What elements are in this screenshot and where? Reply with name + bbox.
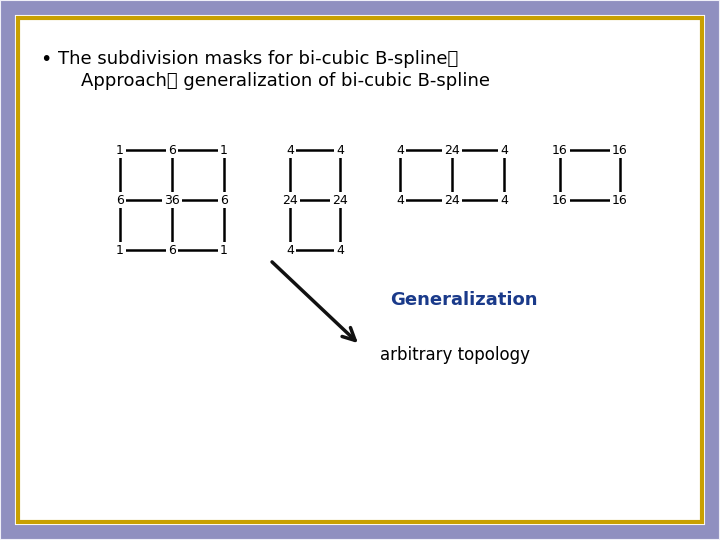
Text: 4: 4 [286, 144, 294, 157]
Text: 16: 16 [612, 193, 628, 206]
Text: 1: 1 [116, 244, 124, 256]
Text: 4: 4 [396, 193, 404, 206]
Text: 6: 6 [220, 193, 228, 206]
Text: •: • [40, 50, 51, 69]
Text: 24: 24 [282, 193, 298, 206]
Text: 4: 4 [396, 144, 404, 157]
Text: 6: 6 [116, 193, 124, 206]
Text: 36: 36 [164, 193, 180, 206]
Text: Approach： generalization of bi-cubic B-spline: Approach： generalization of bi-cubic B-s… [58, 72, 490, 90]
Text: 1: 1 [116, 144, 124, 157]
Text: 1: 1 [220, 144, 228, 157]
Text: 4: 4 [500, 193, 508, 206]
Text: 4: 4 [336, 144, 344, 157]
Text: 6: 6 [168, 144, 176, 157]
Text: The subdivision masks for bi-cubic B-spline：: The subdivision masks for bi-cubic B-spl… [58, 50, 458, 68]
Text: arbitrary topology: arbitrary topology [380, 346, 530, 364]
Text: 24: 24 [444, 144, 460, 157]
Text: 24: 24 [332, 193, 348, 206]
Text: 6: 6 [168, 244, 176, 256]
Text: 4: 4 [286, 244, 294, 256]
Text: 4: 4 [500, 144, 508, 157]
Text: 16: 16 [612, 144, 628, 157]
Text: 16: 16 [552, 144, 568, 157]
Text: 24: 24 [444, 193, 460, 206]
Text: Generalization: Generalization [390, 291, 538, 309]
Text: 4: 4 [336, 244, 344, 256]
Text: 16: 16 [552, 193, 568, 206]
Text: 1: 1 [220, 244, 228, 256]
